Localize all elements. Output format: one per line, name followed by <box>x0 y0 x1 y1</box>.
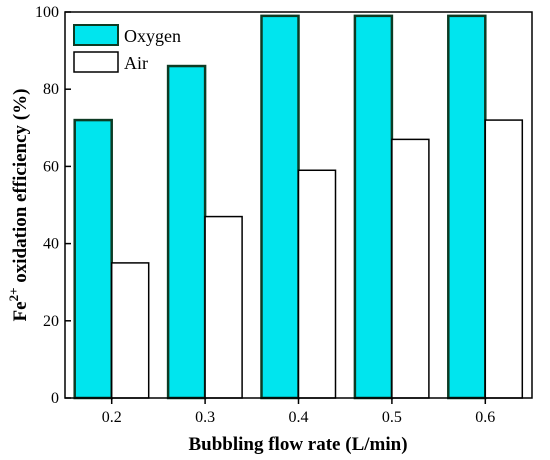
bar-oxygen-0.3 <box>166 64 207 400</box>
bar-oxygen-0.5 <box>353 14 394 400</box>
y-tick-label: 20 <box>43 313 59 330</box>
bar-oxygen-0.6 <box>447 14 487 400</box>
x-tick-label: 0.2 <box>102 409 122 426</box>
plot-frame <box>64 11 533 399</box>
x-axis-title: Bubbling flow rate (L/min) <box>188 434 407 455</box>
legend: Oxygen Air <box>73 24 181 73</box>
legend-label-oxygen: Oxygen <box>124 26 181 46</box>
y-tick-label: 40 <box>43 236 59 253</box>
x-tick-label: 0.6 <box>475 409 495 426</box>
legend-swatch-oxygen <box>73 24 119 46</box>
bars-group <box>73 14 524 400</box>
y-axis-title-suffix: oxidation efficiency (%) <box>10 89 31 288</box>
y-tick-label: 100 <box>35 4 59 21</box>
x-tick-label: 0.4 <box>289 409 309 426</box>
bar-air-0.6 <box>484 119 524 399</box>
bar-air-0.3 <box>204 215 243 399</box>
bar-oxygen-0.2 <box>73 118 113 400</box>
bar-air-0.2 <box>110 262 150 399</box>
legend-swatch-air <box>73 51 119 73</box>
y-tick-label: 80 <box>43 81 59 98</box>
y-axis-title-prefix: Fe <box>10 301 31 321</box>
y-tick-label: 0 <box>51 390 59 407</box>
x-axis-ticks: 0.2 0.3 0.4 0.5 0.6 <box>102 398 495 426</box>
x-tick-label: 0.5 <box>382 409 402 426</box>
bar-air-0.4 <box>297 169 337 399</box>
bar-air-0.5 <box>391 138 430 399</box>
y-tick-label: 60 <box>43 158 59 175</box>
y-axis-title-superscript: 2+ <box>6 287 21 301</box>
bar-oxygen-0.4 <box>260 14 300 400</box>
legend-label-air: Air <box>124 53 148 73</box>
y-axis-title: Fe2+ oxidation efficiency (%) <box>6 89 31 322</box>
x-tick-label: 0.3 <box>195 409 215 426</box>
